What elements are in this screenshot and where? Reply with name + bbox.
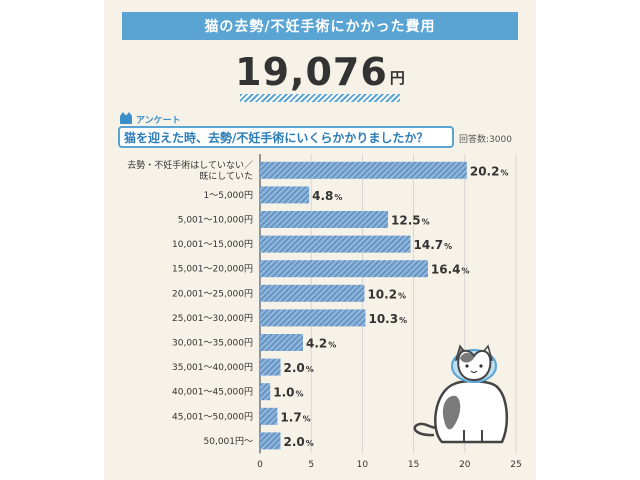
data-label: 10.3% (368, 312, 407, 326)
data-label-unit: % (296, 390, 304, 399)
data-label-unit: % (422, 218, 430, 227)
category-label: 既にしていた (199, 171, 253, 182)
respondent-count: 回答数:3000 (459, 135, 512, 145)
category-label: 30,001～35,000円 (172, 338, 253, 349)
survey-tag-label: アンケート (136, 115, 181, 126)
bar (260, 358, 281, 376)
data-label-unit: % (398, 291, 406, 300)
total-underline (240, 94, 400, 102)
total-cost-unit: 円 (389, 69, 405, 87)
category-label: 20,001～25,000円 (172, 288, 253, 299)
x-tick-label: 25 (510, 460, 521, 470)
bar (260, 407, 278, 425)
category-label: 10,001～15,000円 (172, 239, 253, 250)
x-tick-label: 10 (357, 460, 369, 470)
data-label-unit: % (462, 267, 470, 276)
data-label-unit: % (306, 439, 314, 448)
category-label: 25,001～30,000円 (172, 313, 253, 324)
data-label-unit: % (306, 365, 314, 374)
bar (260, 309, 366, 327)
category-label: 去勢・不妊手術はしていない／ (127, 159, 253, 171)
category-label: 15,001～20,000円 (172, 264, 253, 275)
x-tick-label: 20 (459, 460, 471, 470)
data-label-unit: % (500, 168, 508, 177)
data-label: 1.7% (280, 410, 310, 424)
total-cost-value: 19,076 (235, 50, 388, 94)
bar (260, 235, 411, 253)
data-label-unit: % (444, 242, 452, 251)
bar (260, 284, 365, 302)
data-label: 20.2% (470, 164, 509, 178)
bar (260, 383, 271, 401)
bar (260, 260, 428, 278)
data-label: 1.0% (273, 386, 303, 400)
cat-icon (120, 111, 132, 124)
cat-mascot-icon (413, 344, 509, 444)
x-tick-label: 0 (257, 460, 263, 470)
category-label: 1～5,000円 (204, 190, 254, 201)
data-label-unit: % (328, 341, 336, 350)
bar (260, 432, 281, 450)
x-tick-label: 15 (408, 460, 419, 470)
bar (260, 186, 310, 204)
data-label: 4.2% (306, 337, 336, 351)
data-label-unit: % (399, 316, 407, 325)
category-label: 5,001～10,000円 (178, 215, 253, 226)
data-label: 14.7% (414, 238, 453, 252)
data-label-unit: % (303, 414, 311, 423)
survey-tag: アンケート (120, 111, 181, 126)
category-label: 50,001円～ (204, 436, 254, 447)
category-label: 40,001～45,000円 (172, 387, 253, 398)
data-label: 10.2% (367, 287, 406, 301)
total-cost: 19,076 円 (235, 46, 405, 94)
bar (260, 161, 467, 179)
data-label: 16.4% (431, 263, 470, 277)
data-label: 2.0% (283, 435, 313, 449)
bar (260, 211, 388, 228)
data-label: 2.0% (283, 361, 313, 375)
bar (260, 334, 304, 351)
survey-question: 猫を迎えた時、去勢/不妊手術にいくらかかりましたか？ (118, 126, 454, 148)
bar-chart: 去勢・不妊手術はしていない／既にしていた 20.2% 1～5,000円 4.8% 5,0… (127, 154, 522, 470)
x-tick-label: 5 (308, 460, 314, 470)
data-label: 4.8% (312, 189, 342, 203)
data-label: 12.5% (391, 214, 430, 228)
category-label: 35,001～40,000円 (172, 362, 253, 373)
data-label-unit: % (334, 193, 342, 202)
chart-title: 猫の去勢/不妊手術にかかった費用 (122, 12, 518, 40)
category-label: 45,001～50,000円 (172, 411, 253, 422)
